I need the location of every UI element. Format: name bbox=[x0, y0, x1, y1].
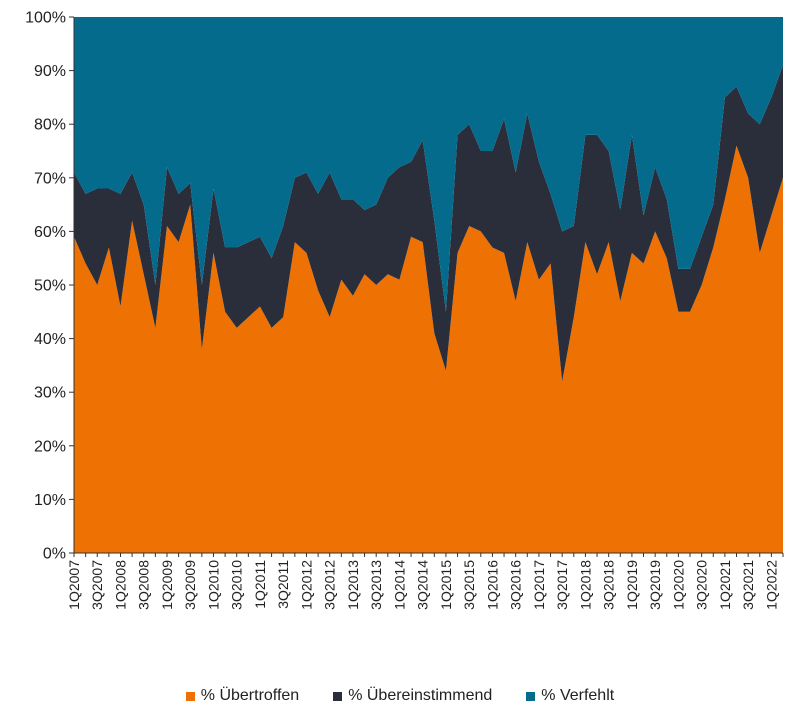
y-tick-label: 50% bbox=[34, 278, 66, 295]
area-series-verfehlt bbox=[74, 17, 783, 312]
x-tick-label: 1Q2010 bbox=[205, 560, 221, 610]
y-tick-label: 30% bbox=[34, 385, 66, 402]
x-axis-ticks: 1Q2007 3Q2007 1Q2008 3Q2008 1Q2009 3Q2009 1Q20… bbox=[66, 553, 784, 610]
x-tick-label: 1Q2014 bbox=[391, 560, 407, 610]
x-tick-label: 3Q2009 bbox=[182, 560, 198, 610]
legend-swatch-uebertroffen bbox=[185, 691, 195, 701]
legend-item-uebertroffen: % Übertroffen bbox=[185, 687, 300, 705]
x-tick-label: 3Q2011 bbox=[275, 560, 291, 609]
x-tick-label: 3Q2008 bbox=[136, 560, 152, 610]
x-tick-label: 1Q2009 bbox=[159, 560, 175, 610]
x-tick-label: 3Q2017 bbox=[554, 560, 570, 610]
area-series-uebereinstimmend bbox=[74, 65, 783, 382]
x-tick-label: 1Q2017 bbox=[531, 560, 547, 610]
x-tick-label: 1Q2019 bbox=[624, 560, 640, 610]
x-tick-label: 3Q2012 bbox=[322, 560, 338, 610]
chart-legend: % Übertroffen % Übereinstimmend % Verfeh… bbox=[0, 684, 800, 708]
x-tick-label: 3Q2016 bbox=[508, 560, 524, 610]
x-tick-label: 1Q2021 bbox=[717, 560, 733, 610]
x-tick-label: 1Q2008 bbox=[112, 560, 128, 610]
x-tick-label: 3Q2020 bbox=[694, 560, 710, 610]
x-tick-label: 1Q2015 bbox=[438, 560, 454, 610]
legend-item-uebereinstimmend: % Übereinstimmend bbox=[333, 687, 492, 705]
y-tick-label: 80% bbox=[34, 117, 66, 134]
y-tick-label: 10% bbox=[34, 492, 66, 509]
chart-areas bbox=[74, 17, 783, 553]
legend-swatch-verfehlt bbox=[526, 691, 536, 701]
stacked-area-chart: 0% 10% 20% 30% 40% 50% 60% 70% 80% 90% 100% 1Q2007… bbox=[25, 10, 784, 610]
legend-swatch-uebereinstimmend bbox=[333, 691, 343, 701]
x-tick-label: 3Q2010 bbox=[229, 560, 245, 610]
x-tick-label: 3Q2018 bbox=[601, 560, 617, 610]
legend-label-uebertroffen: % Übertroffen bbox=[200, 687, 300, 704]
x-tick-label: 1Q2007 bbox=[66, 560, 82, 610]
x-tick-label: 1Q2016 bbox=[484, 560, 500, 610]
y-tick-label: 60% bbox=[34, 224, 66, 241]
y-axis-ticks: 0% 10% 20% 30% 40% 50% 60% 70% 80% 90% 100% bbox=[25, 10, 74, 563]
y-tick-label: 70% bbox=[34, 170, 66, 187]
y-tick-label: 20% bbox=[34, 438, 66, 455]
x-tick-label: 3Q2021 bbox=[740, 560, 756, 610]
x-tick-label: 1Q2012 bbox=[298, 560, 314, 610]
legend-label-uebereinstimmend: % Übereinstimmend bbox=[348, 687, 493, 704]
area-series-uebertroffen bbox=[74, 145, 783, 553]
x-tick-label: 3Q2007 bbox=[89, 560, 105, 610]
x-tick-label: 3Q2013 bbox=[368, 560, 384, 610]
x-tick-label: 1Q2018 bbox=[577, 560, 593, 610]
x-tick-label: 1Q2022 bbox=[763, 560, 779, 610]
y-tick-label: 40% bbox=[34, 331, 66, 348]
legend-label-verfehlt: % Verfehlt bbox=[541, 687, 615, 704]
x-tick-label: 3Q2015 bbox=[461, 560, 477, 610]
x-tick-label: 3Q2019 bbox=[647, 560, 663, 610]
x-tick-label: 3Q2014 bbox=[415, 560, 431, 610]
y-tick-label: 0% bbox=[43, 546, 66, 563]
x-tick-label: 1Q2013 bbox=[345, 560, 361, 610]
x-tick-label: 1Q2011 bbox=[252, 560, 268, 609]
legend-item-verfehlt: % Verfehlt bbox=[526, 687, 614, 705]
y-tick-label: 90% bbox=[34, 63, 66, 80]
x-tick-label: 1Q2020 bbox=[670, 560, 686, 610]
y-tick-label: 100% bbox=[25, 10, 66, 27]
